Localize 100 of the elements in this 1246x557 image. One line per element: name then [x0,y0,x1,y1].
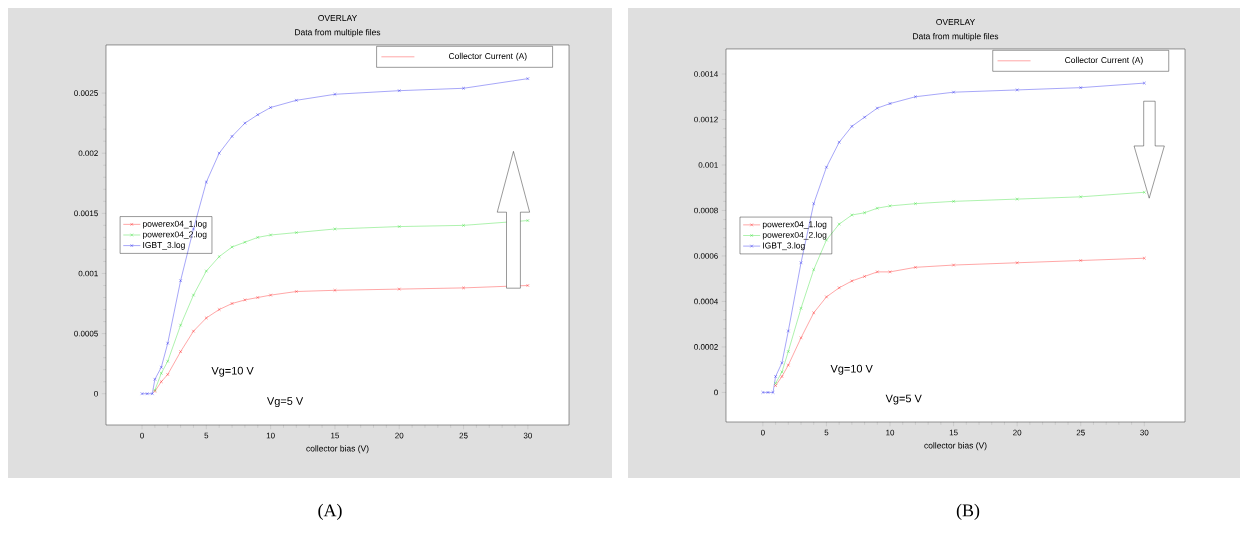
point [875,270,879,274]
point [294,230,298,235]
point [862,211,867,215]
point [243,240,247,244]
point [217,255,221,259]
point [1079,195,1083,199]
point [294,289,298,294]
point [166,341,170,345]
point [780,374,784,379]
point [850,279,854,283]
text: (A) [318,503,342,521]
point [799,261,803,265]
point [230,134,234,138]
point [780,370,784,374]
annotation: Vg=10 V [211,366,254,377]
point [204,180,208,184]
legend-label: IGBT_3.log [763,242,805,251]
point [461,86,466,90]
point [191,329,196,333]
point [1015,261,1019,265]
point [397,89,401,93]
point [243,298,247,302]
chart-title: OVERLAY [936,19,976,25]
point [837,286,841,290]
point [824,165,829,169]
point [333,288,337,292]
point [773,374,778,379]
annotation: Vg=10 V [830,364,873,375]
x-axis-title: collector bias (V) [306,445,369,454]
point [269,293,273,297]
annotation: Vg=5 V [885,394,922,405]
chart-title: OVERLAY [318,15,358,21]
annotation: Collector Current (A) [448,52,527,61]
legend-label: IGBT_3.log [143,241,185,250]
point [951,90,956,94]
point [230,245,234,249]
point [786,363,790,367]
point [1079,86,1083,90]
point [862,274,867,279]
point [178,279,183,283]
point [256,295,260,300]
point [799,306,803,310]
point [837,140,841,144]
point [461,223,466,227]
x-axis-title: collector bias (V) [924,442,987,451]
point [166,372,170,377]
legend-label: powerex04_2.log [143,231,207,240]
point [159,371,163,375]
point [333,227,337,231]
point [1015,197,1019,201]
point [230,301,234,306]
point [269,105,273,110]
point [397,224,401,229]
point [913,202,918,206]
point [256,235,260,239]
point [333,92,337,96]
point [837,222,841,226]
point [786,349,790,354]
point [159,380,163,384]
point [888,270,892,274]
point [951,263,956,267]
point [397,287,401,291]
chart-subtitle: Data from multiple files [913,33,999,41]
point [204,316,208,320]
point [256,113,260,117]
point [153,377,157,381]
point [217,151,221,155]
point [812,202,816,206]
point [951,199,956,203]
text: (B) [956,503,980,521]
point [850,124,854,128]
point [850,213,854,217]
point [217,307,221,312]
point [862,115,867,119]
point [780,361,784,365]
point [888,204,892,208]
point [191,293,196,297]
point [812,311,816,315]
point [461,286,466,290]
legend-label: powerex04_1.log [762,221,827,229]
point [1079,258,1083,263]
point [159,365,163,369]
chart-subtitle: Data from multiple files [295,29,381,37]
point [875,106,879,110]
point [913,265,918,269]
point [178,323,183,327]
point [799,336,803,340]
point [888,101,892,106]
point [166,359,170,363]
point [269,233,273,237]
legend-label: powerex04_1.log [143,220,207,229]
point [1015,88,1019,92]
point [913,95,918,99]
point [178,350,183,354]
point [824,295,829,299]
point [243,121,247,125]
point [786,329,790,333]
point [812,267,816,272]
point [875,206,879,210]
point [204,269,208,273]
